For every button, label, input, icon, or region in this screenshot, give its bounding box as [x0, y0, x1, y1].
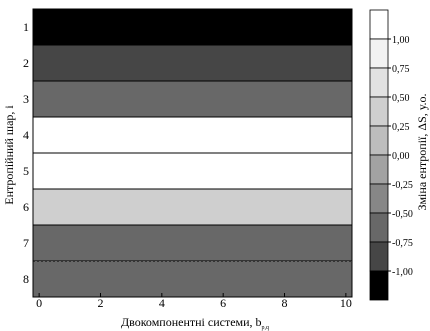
y-axis: 1 2 3 4 5 6 7 8: [23, 20, 29, 286]
colorbar-segment-10: [369, 270, 389, 301]
colorbar-segment-5: [369, 125, 389, 156]
heatmap-row-5: [32, 152, 353, 190]
plot-frame: [32, 8, 353, 298]
x-tick-label-4: 4: [159, 296, 165, 310]
heatmap-row-4: [32, 116, 353, 154]
colorbar: 1,00 0,75 0,50 0,25 0,00 -0,25 -0,50 -0,75 -1,00: [369, 9, 413, 301]
y-tick-label-1: 1: [23, 20, 29, 34]
colorbar-tick-label-5: 0,00: [392, 151, 410, 162]
x-tick-label-8: 8: [282, 296, 288, 310]
y-tick-label-8: 8: [23, 272, 29, 286]
x-tick-label-10: 10: [340, 296, 352, 310]
x-axis-label-subscript: p,q: [262, 325, 270, 331]
x-axis-label-text: Двокомпонентні системи, b: [121, 315, 262, 329]
colorbar-segment-6: [369, 154, 389, 185]
x-tick-label-0: 0: [36, 296, 42, 310]
heatmap-row-2: [32, 44, 353, 82]
colorbar-segment-1: [369, 9, 389, 40]
y-tick-label-6: 6: [23, 200, 29, 214]
colorbar-segment-9: [369, 241, 389, 272]
colorbar-segment-7: [369, 183, 389, 214]
colorbar-tick-label-8: -0,75: [392, 238, 413, 249]
y-axis-label: Ентропійний шар, i: [2, 105, 16, 205]
colorbar-segment-3: [369, 67, 389, 98]
y-tick-label-7: 7: [23, 236, 29, 250]
colorbar-segment-8: [369, 212, 389, 243]
plot-area: [32, 8, 353, 298]
heatmap-row-3: [32, 80, 353, 118]
colorbar-tick-label-7: -0,50: [392, 209, 413, 220]
colorbar-tick-label-3: 0,50: [392, 93, 410, 104]
y-tick-label-4: 4: [23, 128, 29, 142]
colorbar-tick-label-9: -1,00: [392, 267, 413, 278]
y-tick-label-3: 3: [23, 92, 29, 106]
x-axis: 0 2 4 6 8 10: [36, 293, 352, 310]
colorbar-label: Зміна ентропії, ΔS, у.о.: [415, 93, 429, 210]
colorbar-segment-4: [369, 96, 389, 127]
y-tick-label-5: 5: [23, 164, 29, 178]
colorbar-tick-label-1: 1,00: [392, 35, 410, 46]
colorbar-segment-2: [369, 38, 389, 69]
heatmap-row-1: [32, 8, 353, 46]
y-tick-label-2: 2: [23, 56, 29, 70]
colorbar-tick-label-6: -0,25: [392, 180, 413, 191]
colorbar-tick-label-4: 0,25: [392, 122, 410, 133]
heatmap-row-8: [32, 260, 353, 298]
heatmap-row-6: [32, 188, 353, 226]
heatmap-row-7: [32, 224, 353, 262]
colorbar-tick-label-2: 0,75: [392, 64, 410, 75]
x-tick-label-2: 2: [97, 296, 103, 310]
x-axis-label: Двокомпонентні системи, bp,q: [121, 315, 269, 331]
x-tick-label-6: 6: [220, 296, 226, 310]
